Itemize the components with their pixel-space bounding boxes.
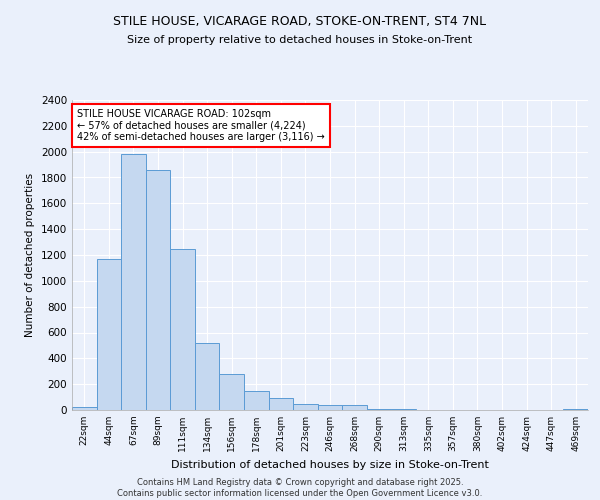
Bar — [195, 343, 220, 410]
Text: Contains HM Land Registry data © Crown copyright and database right 2025.
Contai: Contains HM Land Registry data © Crown c… — [118, 478, 482, 498]
Bar — [121, 154, 146, 410]
Text: Size of property relative to detached houses in Stoke-on-Trent: Size of property relative to detached ho… — [127, 35, 473, 45]
Bar — [72, 407, 97, 410]
Text: STILE HOUSE VICARAGE ROAD: 102sqm
← 57% of detached houses are smaller (4,224)
4: STILE HOUSE VICARAGE ROAD: 102sqm ← 57% … — [77, 110, 325, 142]
Y-axis label: Number of detached properties: Number of detached properties — [25, 173, 35, 337]
Text: STILE HOUSE, VICARAGE ROAD, STOKE-ON-TRENT, ST4 7NL: STILE HOUSE, VICARAGE ROAD, STOKE-ON-TRE… — [113, 15, 487, 28]
Bar — [563, 408, 588, 410]
Bar — [293, 404, 318, 410]
Bar — [97, 259, 121, 410]
Bar — [146, 170, 170, 410]
Bar — [244, 390, 269, 410]
Bar — [170, 248, 195, 410]
Bar — [269, 398, 293, 410]
Bar — [342, 406, 367, 410]
Bar — [318, 406, 342, 410]
Bar — [220, 374, 244, 410]
X-axis label: Distribution of detached houses by size in Stoke-on-Trent: Distribution of detached houses by size … — [171, 460, 489, 469]
